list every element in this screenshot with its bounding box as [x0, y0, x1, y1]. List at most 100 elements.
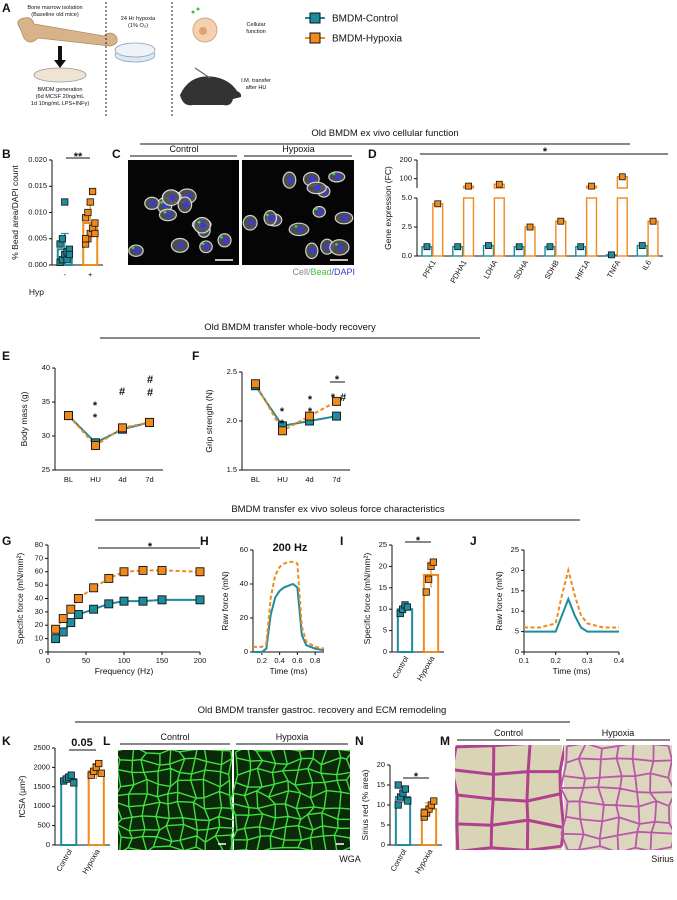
point — [423, 243, 431, 251]
syringe — [194, 67, 211, 79]
image-caption: Cell/Bead/DAPI — [292, 267, 355, 277]
legend-swatch — [309, 32, 321, 44]
x-tick-label: 100 — [118, 656, 131, 665]
nucleus — [309, 247, 316, 254]
marker — [278, 426, 287, 436]
marker — [73, 610, 83, 619]
marker — [138, 565, 148, 575]
y-axis-label: Specific force (mN/mm²) — [362, 553, 372, 645]
marker — [51, 634, 61, 644]
y-tick-label: 0 — [515, 647, 519, 656]
y-tick-label: 15 — [377, 780, 385, 789]
point — [394, 781, 402, 789]
legend: BMDM-Control BMDM-Hypoxia — [305, 12, 402, 45]
annotation: * — [280, 418, 285, 430]
marker — [251, 379, 260, 389]
x-tick-label: Control — [54, 847, 74, 873]
point — [67, 771, 75, 779]
image-label: Hypoxia — [276, 732, 309, 742]
nucleus — [204, 243, 211, 250]
x-tick-label: LDHA — [482, 258, 500, 280]
annotation: 200 Hz — [273, 542, 308, 554]
nucleus — [296, 226, 303, 233]
x-tick-label: 0.6 — [292, 656, 302, 665]
point — [70, 779, 78, 787]
x-tick-label: 7d — [332, 475, 340, 484]
marker — [58, 627, 68, 637]
y-tick-label: 0.010 — [28, 207, 47, 216]
x-tick-label: 0.4 — [274, 656, 284, 665]
y-axis-label: Sirius red (% area) — [360, 769, 370, 840]
y-tick-label: 2500 — [33, 743, 50, 752]
panel-label: C — [112, 147, 121, 161]
series-line — [67, 414, 150, 447]
y-tick-label: 5 — [515, 627, 519, 636]
legend-label: BMDM-Hypoxia — [332, 34, 402, 45]
series-line — [253, 560, 325, 650]
point — [638, 242, 646, 249]
x-tick-label: Hypoxia — [80, 847, 102, 876]
x-tick-label: SDHB — [543, 258, 561, 281]
nucleus — [314, 184, 321, 191]
y-tick-label: 50 — [35, 580, 43, 589]
series-line — [54, 569, 201, 630]
point — [61, 198, 69, 206]
annotation: # — [119, 386, 125, 398]
panel-label: H — [200, 534, 209, 548]
y-tick-label: 60 — [35, 567, 43, 576]
y-tick-label: 2.5 — [402, 222, 412, 231]
x-tick-label: 0.3 — [582, 656, 592, 665]
bead — [220, 235, 223, 239]
y-tick-label: 60 — [240, 545, 248, 554]
x-tick-label: TNFA — [605, 258, 622, 279]
annotation: * — [308, 394, 313, 406]
schematic-label: 1d 10ng/mL LPS+INFγ) — [31, 101, 90, 107]
marker — [145, 417, 154, 427]
point — [404, 797, 412, 805]
x-tick-label: 200 — [194, 656, 207, 665]
marker — [119, 596, 129, 606]
marker — [157, 565, 167, 575]
x-tick-label: Hypoxia — [413, 847, 435, 876]
x-tick-label: IL6 — [640, 258, 653, 272]
schematic-label: Bone marrow isolation — [27, 5, 82, 11]
y-tick-label: 1000 — [33, 801, 50, 810]
panel-label: D — [368, 147, 377, 161]
point — [454, 243, 462, 251]
image-label: Hypoxia — [602, 728, 635, 738]
chart: 0 5 10 15 20 Sirius red (% area) Control Hypoxi… — [360, 760, 442, 875]
panel-label: K — [2, 734, 11, 748]
y-tick-label: 25 — [379, 540, 387, 549]
y-tick-label: 200 — [399, 155, 412, 164]
point — [81, 235, 90, 243]
y-tick-label: 25 — [42, 465, 50, 474]
caption-part: /DAPI — [331, 267, 355, 277]
y-tick-label: 30 — [35, 607, 43, 616]
cell-nucleus — [199, 27, 207, 35]
panel-label: A — [2, 1, 11, 15]
annotation: * — [308, 406, 313, 418]
y-tick-label: 100 — [399, 174, 412, 183]
marker — [91, 441, 100, 450]
y-tick-label: 10 — [379, 604, 387, 613]
x-tick-label: 4d — [305, 475, 313, 484]
marker — [195, 595, 205, 605]
annotation: ** — [74, 151, 83, 163]
panel-label: L — [103, 734, 110, 748]
point — [577, 243, 585, 251]
x-axis-label: Time (ms) — [270, 666, 308, 676]
fiber-borders — [115, 746, 236, 853]
point — [485, 242, 492, 249]
marker — [118, 423, 127, 433]
marker — [138, 596, 148, 606]
marker — [58, 614, 68, 624]
nucleus — [200, 222, 207, 229]
x-tick-label: HIF1A — [573, 258, 591, 281]
annotation: * — [331, 392, 336, 404]
nucleus — [222, 237, 229, 244]
micrograph-body — [455, 745, 672, 850]
x-tick-label: 0.2 — [257, 656, 267, 665]
